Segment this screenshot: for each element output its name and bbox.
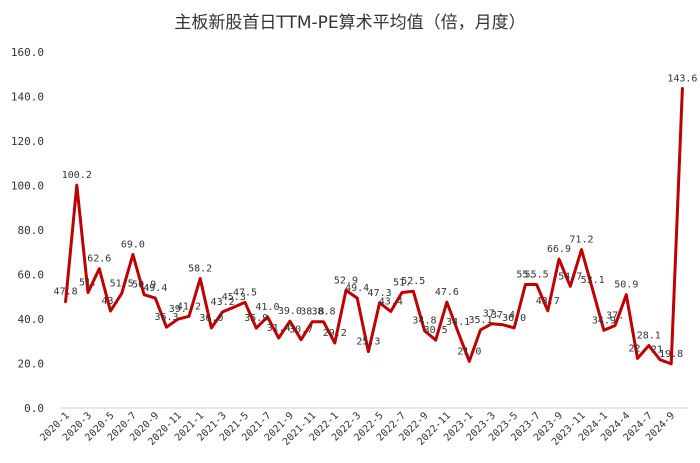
- data-label: 55.5: [525, 270, 549, 281]
- data-label: 58.2: [188, 264, 212, 275]
- data-label: 37.: [606, 310, 624, 321]
- data-label: 36.0: [199, 313, 223, 324]
- data-label: 43.2: [211, 297, 235, 308]
- data-label: 21.: [651, 345, 669, 356]
- data-label: 69.0: [121, 239, 145, 250]
- data-label: 50.9: [614, 280, 638, 291]
- data-label: 47.3: [368, 288, 392, 299]
- data-label: 71.2: [569, 235, 593, 246]
- data-label: 47.8: [54, 287, 78, 298]
- data-label: 34.9: [592, 315, 616, 326]
- data-label: 47.6: [435, 287, 459, 298]
- data-label: 143.6: [667, 73, 697, 84]
- data-label: 45.3: [222, 292, 246, 303]
- chart-title: 主板新股首日TTM-PE算术平均值（倍，月度）: [174, 13, 526, 33]
- data-label: 43.4: [379, 296, 403, 307]
- data-label: 39.0: [278, 306, 302, 317]
- y-tick-label: 20.0: [18, 358, 45, 371]
- y-tick-label: 0.0: [24, 402, 44, 415]
- data-label: 25.3: [356, 337, 380, 348]
- y-tick-label: 140.0: [11, 91, 44, 104]
- data-label: 21.0: [457, 346, 481, 357]
- data-label: 54.7: [558, 271, 582, 282]
- data-label: 55.: [516, 270, 534, 281]
- data-label: 41.0: [255, 302, 279, 313]
- data-label: 43.: [101, 296, 119, 307]
- data-label: 30.7: [289, 325, 313, 336]
- y-tick-label: 40.0: [18, 313, 45, 326]
- data-label: 36.3: [154, 312, 178, 323]
- data-label: 38.8: [300, 307, 324, 318]
- data-label: 31.4: [267, 323, 291, 334]
- data-label: 52.9: [334, 275, 358, 286]
- data-label: 29.2: [323, 328, 347, 339]
- data-label: 19.8: [659, 349, 683, 360]
- y-tick-label: 60.0: [18, 269, 45, 282]
- series-line: [64, 87, 684, 366]
- y-tick-label: 80.0: [18, 224, 45, 237]
- data-label: 47.5: [233, 287, 257, 298]
- data-label: 36.0: [502, 313, 526, 324]
- data-label: 41.2: [177, 301, 201, 312]
- data-label: 62.6: [87, 254, 111, 265]
- data-label: 100.2: [62, 170, 92, 181]
- data-label: 38.8: [311, 307, 335, 318]
- data-label: 35.1: [468, 315, 492, 326]
- data-label: 34.1: [446, 317, 470, 328]
- data-label: 28.1: [637, 330, 661, 341]
- data-label: 49.4: [143, 283, 167, 294]
- data-label: 34.8: [412, 316, 436, 327]
- data-label: 51.: [393, 278, 411, 289]
- y-tick-label: 100.0: [11, 180, 44, 193]
- data-label: 37.: [483, 309, 501, 320]
- data-label: 50.9: [132, 280, 156, 291]
- data-label: 35.9: [244, 313, 268, 324]
- data-label: 51.5: [110, 278, 134, 289]
- y-tick-label: 120.0: [11, 135, 44, 148]
- data-label: 30.5: [424, 325, 448, 336]
- data-label: 43.7: [536, 296, 560, 307]
- y-tick-label: 160.0: [11, 46, 44, 59]
- data-label: 49.4: [345, 283, 369, 294]
- data-label: 53.1: [581, 275, 605, 286]
- data-label: 39.: [169, 304, 187, 315]
- data-label: 52.5: [401, 276, 425, 287]
- data-label: 51.: [79, 278, 97, 289]
- data-label: 66.9: [547, 244, 571, 255]
- data-label: 22.: [629, 343, 647, 354]
- data-label: 37.4: [491, 310, 515, 321]
